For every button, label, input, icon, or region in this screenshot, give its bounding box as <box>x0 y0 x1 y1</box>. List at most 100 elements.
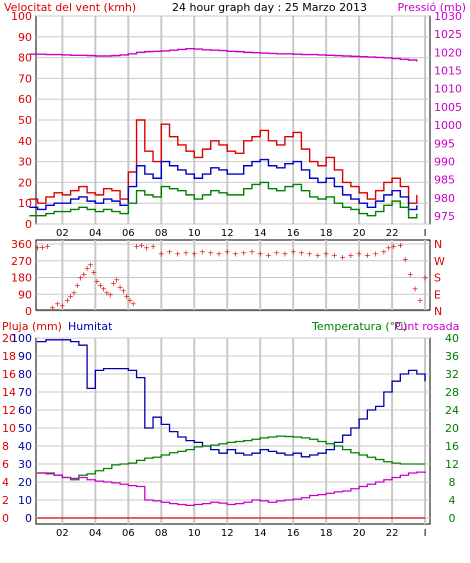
direction-point: + <box>87 260 94 269</box>
wind-y-tick-label: 100 <box>11 10 32 23</box>
wind-x-tick-label: 06 <box>122 228 135 239</box>
direction-point: + <box>166 247 173 256</box>
pressure-y-axis-ticks: 975 980 985 990 995 1000 1005 1010 1015 1020 1025 1… <box>434 10 462 223</box>
humidity-series-lines <box>37 339 426 519</box>
temperature-y-tick-label: 20 <box>445 422 459 435</box>
humidity-x-tick-label: 18 <box>320 528 333 539</box>
direction-point: + <box>97 281 104 290</box>
direction-point: + <box>113 275 120 284</box>
direction-point: + <box>39 243 46 252</box>
direction-point: + <box>232 249 239 258</box>
direction-point: + <box>158 249 165 258</box>
direction-y-tick-label: 0 <box>25 305 32 318</box>
direction-point: + <box>110 279 117 288</box>
direction-point: + <box>64 296 71 305</box>
direction-point: + <box>44 242 51 251</box>
direction-point: + <box>422 274 429 283</box>
avg-line <box>29 158 418 211</box>
direction-point: + <box>77 274 84 283</box>
direction-point: + <box>339 253 346 262</box>
direction-point: + <box>49 303 56 312</box>
wind-x-tick-label: 22 <box>386 228 399 239</box>
wind-x-tick-label: 08 <box>155 228 168 239</box>
compass-y-tick-label: N <box>434 305 442 318</box>
wind-y-tick-label: 0 <box>25 218 32 231</box>
humidity-label: Humitat <box>68 320 113 333</box>
humidity-y-tick-label: 10 <box>18 494 32 507</box>
rain-label: Pluja (mm) <box>2 320 62 333</box>
direction-point: + <box>120 287 127 296</box>
wind-x-tick-label: 14 <box>254 228 267 239</box>
direction-point: + <box>138 241 145 250</box>
direction-y-tick-label: 270 <box>11 255 32 268</box>
direction-point: + <box>380 247 387 256</box>
wind-x-tick-label: 18 <box>320 228 333 239</box>
dewpoint-label: Punt rosada <box>394 320 459 333</box>
temperature-y-tick-label: 24 <box>445 404 459 417</box>
pressure-y-tick-label: 1030 <box>434 10 462 23</box>
wind-y-tick-label: 30 <box>18 156 32 169</box>
temperature-y-tick-label: 28 <box>445 386 459 399</box>
humidity-y-tick-label: 0 <box>25 512 32 525</box>
direction-point: + <box>117 283 124 292</box>
direction-point: + <box>207 248 214 257</box>
wind-pressure-chart: Velocitat del vent (kmh) 24 hour graph d… <box>4 1 466 239</box>
temperature-y-tick-label: 4 <box>449 494 456 507</box>
direction-point: + <box>59 301 66 310</box>
compass-y-tick-label: N <box>434 238 442 251</box>
wind-x-tick-label: 02 <box>56 228 69 239</box>
direction-point: + <box>356 249 363 258</box>
direction-point: + <box>123 292 130 301</box>
humidity-x-tick-label: 06 <box>122 528 135 539</box>
humidity-y-tick-label: 70 <box>18 386 32 399</box>
pressure-y-tick-label: 995 <box>434 137 455 150</box>
direction-point: + <box>100 285 107 294</box>
wind-speed-label: Velocitat del vent (kmh) <box>4 1 136 14</box>
pressure-y-tick-label: 1020 <box>434 46 462 59</box>
gust-line <box>29 119 418 204</box>
direction-point: + <box>191 249 198 258</box>
direction-y-axis-ticks: 360 270 180 90 0 <box>11 238 32 318</box>
temperature-y-tick-label: 0 <box>449 512 456 525</box>
wind-x-tick-label: 12 <box>221 228 234 239</box>
rain-y-tick-label: 12 <box>2 404 16 417</box>
direction-point: + <box>417 296 424 305</box>
temperature-y-tick-label: 16 <box>445 440 459 453</box>
humidity-x-tick-label: 08 <box>155 528 168 539</box>
rain-y-tick-label: 4 <box>2 476 9 489</box>
direction-point: + <box>240 248 247 257</box>
humidity-y-tick-label: 60 <box>18 404 32 417</box>
direction-y-tick-label: 180 <box>11 272 32 285</box>
rain-y-tick-label: 10 <box>2 422 16 435</box>
direction-point: + <box>290 247 297 256</box>
humidity-y-axis-ticks: 0 10 20 30 40 50 60 70 80 90 100 <box>11 332 32 525</box>
chart-title: 24 hour graph day : 25 Marzo 2013 <box>172 1 367 14</box>
temperature-y-tick-label: 12 <box>445 458 459 471</box>
direction-point: + <box>348 251 355 260</box>
direction-point: + <box>315 251 322 260</box>
temperature-y-tick-label: 36 <box>445 350 459 363</box>
wind-y-tick-label: 50 <box>18 114 32 127</box>
direction-point: + <box>364 251 371 260</box>
humidity-y-tick-label: 80 <box>18 368 32 381</box>
humidity-x-tick-label: 14 <box>254 528 267 539</box>
direction-point: + <box>372 249 379 258</box>
compass-y-tick-label: W <box>434 255 445 268</box>
wind-y-axis-ticks: 0 10 20 30 40 50 60 70 80 90 100 <box>11 10 32 231</box>
humidity-y-tick-label: 30 <box>18 458 32 471</box>
direction-point: + <box>412 285 419 294</box>
direction-y-tick-label: 90 <box>18 288 32 301</box>
humidity-x-tick-label: 04 <box>89 528 102 539</box>
wind-y-tick-label: 60 <box>18 93 32 106</box>
pressure-y-tick-label: 985 <box>434 174 455 187</box>
direction-point: + <box>407 270 414 279</box>
pressure-line <box>29 48 418 62</box>
humidity-x-axis-ticks: 02 04 06 08 10 12 14 16 18 20 22 I <box>56 528 427 539</box>
direction-point: + <box>71 288 78 297</box>
direction-point: + <box>34 244 41 253</box>
temperature-line <box>37 435 426 481</box>
wind-x-tick-label: 10 <box>188 228 201 239</box>
